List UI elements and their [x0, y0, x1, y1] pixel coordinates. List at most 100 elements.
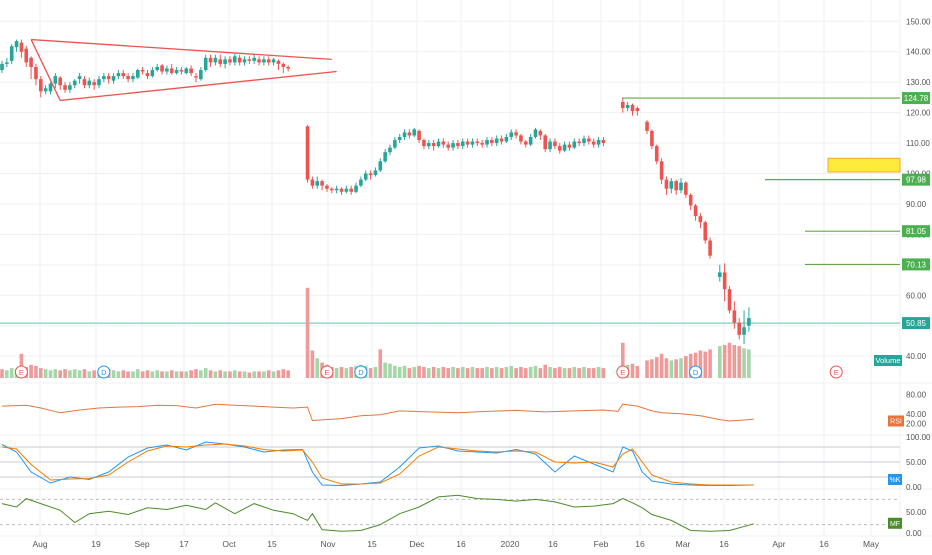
candle-body [63, 85, 67, 90]
candle-body [29, 57, 33, 67]
volume-bar [509, 365, 514, 378]
candle-body [708, 240, 712, 256]
volume-bar [485, 367, 489, 378]
candle-body [320, 181, 324, 186]
volume-bar [145, 370, 150, 378]
candle-body [14, 41, 19, 48]
volume-bar [654, 357, 659, 378]
volume-bar [596, 367, 601, 378]
candle-body [407, 132, 412, 136]
price-tick-label: 130.00 [906, 78, 931, 87]
volume-bar [160, 371, 164, 378]
time-tick-label: Nov [320, 539, 336, 549]
time-tick-label: 16 [819, 539, 829, 549]
volume-bar [58, 370, 62, 378]
candle-body [160, 65, 164, 72]
volume-bar [233, 370, 237, 378]
volume-bar [77, 370, 82, 378]
volume-bar [718, 346, 722, 378]
candlesticks [0, 39, 751, 344]
time-axis[interactable]: Aug 19 Sep 17 Oct 15 Nov 15 Dec 16 2020 16 Feb 16 Mar 1… [32, 539, 879, 549]
volume-bar [286, 370, 290, 378]
rsi-tick-label: 40.00 [906, 410, 927, 419]
candle-body [475, 141, 480, 144]
rsi-label-box [888, 415, 904, 427]
candle-body [39, 79, 43, 92]
candle-body [330, 188, 334, 191]
candle-body [499, 138, 504, 142]
candle-body [189, 68, 193, 74]
volume-bar [562, 368, 567, 378]
volume-bar [524, 368, 528, 378]
volume-bar [679, 358, 683, 378]
volume-bar [538, 368, 543, 378]
candle-body [538, 130, 543, 136]
stoch-tick-label: 100.00 [906, 433, 931, 442]
volume-bar [68, 370, 72, 378]
time-tick-label: Sep [134, 539, 149, 549]
candle-body [136, 70, 140, 78]
volume-bar [34, 365, 38, 378]
mf-tick-label: 50.00 [906, 508, 927, 517]
candle-body [456, 143, 460, 147]
volume-bar [237, 371, 242, 378]
volume-bar [553, 368, 557, 378]
stoch-tick-label: 0.00 [906, 483, 922, 492]
candle-body [5, 62, 9, 64]
candle-body [72, 80, 77, 86]
price-tick-label: 60.00 [906, 291, 927, 300]
candle-body [650, 130, 654, 147]
triangle-upper-line [31, 38, 332, 61]
candle-body [271, 59, 276, 63]
volume-bar [5, 370, 9, 378]
triangle-left-edge [30, 39, 61, 101]
candle-body [664, 179, 669, 189]
candle-body [431, 143, 436, 147]
candle-body [596, 140, 601, 145]
volume-bar [121, 370, 126, 378]
time-tick-label: 15 [367, 539, 377, 549]
volume-bar [383, 362, 387, 378]
volume-bar [29, 364, 33, 378]
candle-body [587, 138, 591, 142]
event-marker-label: E [620, 368, 625, 377]
candle-body [572, 141, 577, 148]
candle-body [43, 88, 48, 92]
candle-body [179, 70, 184, 72]
volume-bar [349, 367, 353, 378]
candle-body [727, 289, 732, 311]
event-marker-label: E [324, 368, 329, 377]
volume-bar [630, 363, 635, 378]
candle-body [630, 105, 635, 112]
volume-bar [179, 371, 184, 378]
candle-body [252, 57, 256, 61]
volume-bar [407, 368, 412, 378]
candle-body [378, 161, 383, 171]
volume-bar [557, 367, 562, 378]
time-tick-label: 16 [548, 539, 558, 549]
candle-body [121, 73, 126, 77]
volume-bar [684, 356, 688, 378]
price-tick-label: 140.00 [906, 48, 931, 57]
candle-body [169, 68, 174, 74]
event-marker-label: D [101, 368, 107, 377]
highlight-zone [827, 157, 901, 173]
candle-body [131, 76, 135, 80]
candle-body [218, 59, 223, 64]
volume-bar [92, 370, 96, 378]
volume-bar [659, 353, 664, 378]
price-axis[interactable]: 150.00 140.00 130.00 120.00 110.00 100.00 90.0… [874, 17, 931, 538]
candle-body [742, 327, 746, 335]
volume-bar [504, 367, 509, 378]
volume-bar [194, 369, 198, 378]
candle-body [334, 188, 339, 191]
candle-body [53, 76, 58, 84]
volume-bar [213, 371, 218, 378]
candle-body [548, 141, 552, 150]
event-marker-label: D [358, 368, 364, 377]
volume-bar [587, 368, 591, 378]
volume-bar [572, 367, 577, 378]
time-tick-label: May [863, 539, 880, 549]
